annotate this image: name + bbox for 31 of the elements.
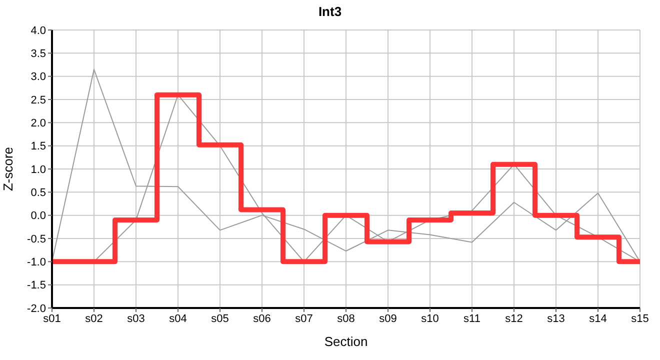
chart-title: Int3 <box>317 3 343 21</box>
y-tick-label: -1.0 <box>27 256 46 269</box>
x-tick-label: s04 <box>169 312 187 325</box>
x-tick-label: s14 <box>589 312 607 325</box>
x-tick-label: s07 <box>295 312 313 325</box>
x-axis-title: Section <box>324 334 368 349</box>
x-tick-label: s15 <box>631 312 649 325</box>
y-tick-label: -1.5 <box>27 280 46 292</box>
x-tick-label: s09 <box>379 312 397 325</box>
x-tick-label: s05 <box>211 312 229 325</box>
y-tick-label: 1.5 <box>30 140 46 153</box>
x-tick-label: s01 <box>43 312 61 325</box>
x-tick-label: s06 <box>253 312 271 325</box>
x-tick-label: s12 <box>505 312 523 325</box>
y-tick-label: 2.5 <box>30 94 46 106</box>
y-tick-label: 4.0 <box>30 24 46 37</box>
y-tick-label: 3.0 <box>30 71 46 84</box>
y-tick-label: -2.0 <box>27 302 46 315</box>
x-tick-label: s02 <box>85 312 103 325</box>
y-tick-label: 0.5 <box>30 187 46 200</box>
y-tick-label: 1.0 <box>30 164 46 176</box>
y-axis-title: Z-score <box>0 146 16 192</box>
y-tick-label: -0.5 <box>27 233 46 246</box>
x-tick-label: s10 <box>421 312 439 325</box>
x-tick-label: s08 <box>337 312 355 325</box>
y-tick-label: 2.0 <box>30 118 46 130</box>
x-tick-label: s03 <box>127 312 145 325</box>
x-tick-label: s13 <box>547 312 565 325</box>
y-tick-label: 3.5 <box>30 48 46 60</box>
x-tick-label: s11 <box>464 312 480 325</box>
y-tick-label: 0.0 <box>30 210 46 222</box>
